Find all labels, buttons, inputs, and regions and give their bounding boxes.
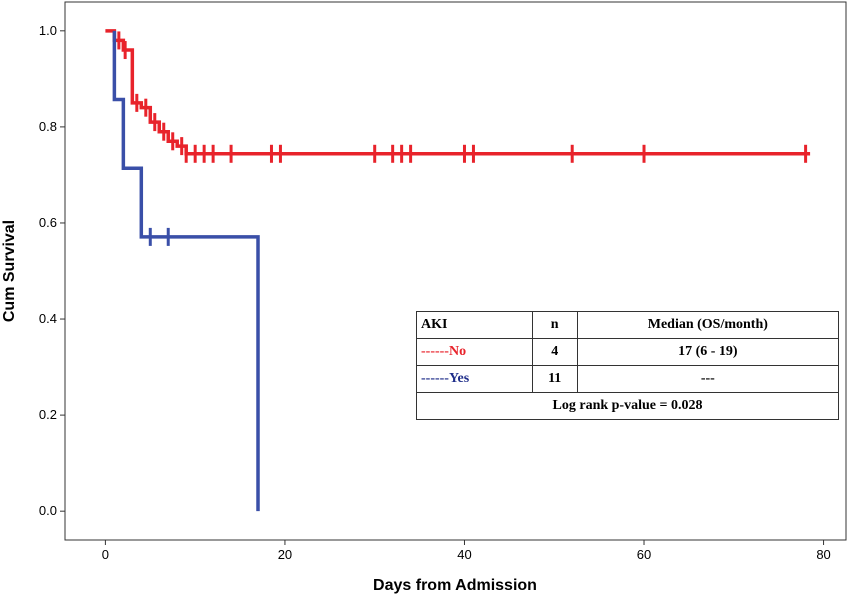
- legend-row-no: ------No 4 17 (6 - 19): [416, 338, 840, 366]
- y-tick-label: 0.0: [39, 503, 57, 518]
- x-tick-label: 40: [457, 547, 471, 562]
- legend-table: AKI n Median (OS/month) ------No 4 17 (6…: [416, 311, 840, 420]
- x-tick-label: 60: [637, 547, 651, 562]
- legend-median-yes: ---: [576, 365, 840, 393]
- legend-footer-row: Log rank p-value = 0.028: [416, 392, 839, 420]
- survival-curves: [105, 29, 811, 512]
- x-tick-label: 80: [816, 547, 830, 562]
- legend-n-no: 4: [531, 338, 578, 366]
- legend-logrank: Log rank p-value = 0.028: [416, 392, 839, 420]
- legend-header-median: Median (OS/month): [576, 311, 840, 339]
- legend-n-yes: 11: [531, 365, 578, 393]
- legend-row-yes: ------Yes 11 ---: [416, 365, 840, 393]
- legend-header-row: AKI n Median (OS/month): [416, 311, 840, 339]
- x-axis-ticks: 0 20 40 60 80: [102, 540, 831, 562]
- legend-header-n: n: [531, 311, 578, 339]
- legend-label-yes: ------Yes: [416, 365, 533, 393]
- y-tick-label: 0.8: [39, 119, 57, 134]
- legend-header-aki: AKI: [416, 311, 533, 339]
- plot-frame: [64, 1, 847, 541]
- series-line-yes: [112, 30, 260, 512]
- y-axis-ticks: 0.0 0.2 0.4 0.6 0.8 1.0: [39, 23, 65, 518]
- x-tick-label: 0: [102, 547, 109, 562]
- legend-median-no: 17 (6 - 19): [576, 338, 840, 366]
- x-tick-label: 20: [278, 547, 292, 562]
- x-axis-title: Days from Admission: [373, 577, 537, 594]
- y-axis-title: Cum Survival: [1, 220, 18, 322]
- y-tick-label: 0.4: [39, 311, 57, 326]
- y-tick-label: 0.2: [39, 407, 57, 422]
- y-tick-label: 1.0: [39, 23, 57, 38]
- legend-label-no: ------No: [416, 338, 533, 366]
- y-tick-label: 0.6: [39, 215, 57, 230]
- series-line-no: [105, 29, 811, 156]
